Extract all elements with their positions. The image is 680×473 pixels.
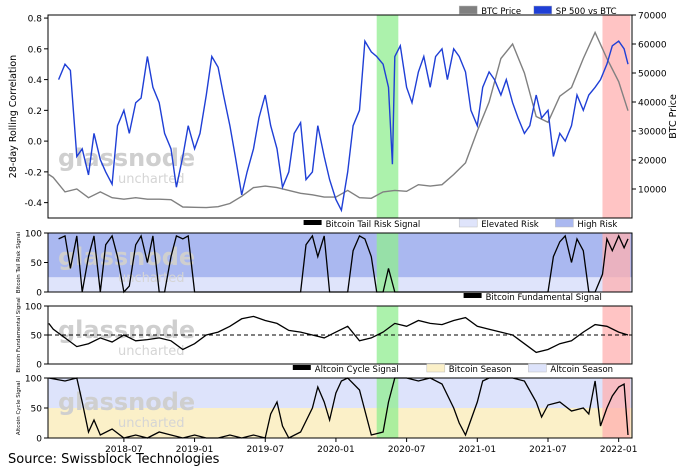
price-y-tick-label: 50000 — [638, 70, 667, 80]
corr-y-tick-label: -0.4 — [24, 199, 42, 209]
signal-y-tick-label: 50 — [31, 405, 43, 415]
price-y-tick-label: 20000 — [638, 157, 667, 167]
legend-label: High Risk — [577, 220, 617, 230]
correlation-axis-label: 28-day Rolling Correlation — [8, 55, 19, 178]
legend-label: Altcoin Season — [550, 365, 613, 375]
signal-y-tick-label: 100 — [25, 303, 42, 313]
legend-label: Bitcoin Season — [449, 365, 512, 375]
legend-swatch — [463, 293, 482, 298]
legend-label: BTC Price — [481, 7, 521, 17]
legend-label: SP 500 vs BTC — [556, 7, 617, 17]
legend-swatch — [292, 365, 311, 370]
legend-label: Elevated Risk — [481, 220, 539, 230]
price-axis-label: BTC Price — [668, 94, 679, 139]
watermark-text: glassnode — [58, 316, 195, 344]
signal-axis-label: Bitcoin Tail Risk Signal — [16, 231, 22, 293]
signal-y-tick-label: 0 — [36, 289, 42, 299]
signal-y-tick-label: 0 — [36, 361, 42, 371]
legend-label: Bitcoin Tail Risk Signal — [326, 220, 421, 230]
watermark-subtext: uncharted — [118, 344, 185, 359]
corr-y-tick-label: 0.0 — [28, 138, 43, 148]
price-y-tick-label: 10000 — [638, 186, 667, 196]
legend-swatch — [528, 363, 547, 373]
corr-y-tick-label: 0.6 — [28, 45, 43, 55]
green-highlight-band — [376, 233, 399, 292]
watermark-text: glassnode — [58, 144, 195, 172]
legend-swatch — [458, 218, 478, 228]
btc-price-line — [48, 30, 629, 209]
x-tick-label: 2019-07 — [246, 445, 284, 455]
green-highlight-band — [376, 15, 399, 218]
corr-y-tick-label: 0.2 — [28, 107, 42, 117]
watermark-text: glassnode — [58, 388, 195, 416]
legend-swatch — [303, 220, 322, 225]
sp500-vs-btc-line — [57, 38, 629, 213]
x-tick-label: 2021-07 — [529, 445, 567, 455]
watermark-subtext: uncharted — [118, 416, 185, 431]
source-label: Source: Swissblock Technologies — [8, 452, 220, 467]
price-y-tick-label: 70000 — [638, 12, 667, 22]
watermark-subtext: uncharted — [118, 172, 185, 187]
legend-swatch — [555, 218, 574, 228]
x-tick-label: 2021-01 — [458, 445, 496, 455]
signal-axis-label: Bitcoin Fundamental Signal — [16, 297, 22, 373]
watermark-text: glassnode — [58, 243, 195, 271]
legend-label: Altcoin Cycle Signal — [315, 365, 399, 375]
price-y-tick-label: 40000 — [638, 99, 667, 109]
x-axis: 2018-07 2019-01 2019-07 2020-01 2020-07 2021-… — [105, 438, 637, 455]
signal-y-tick-label: 100 — [25, 375, 42, 385]
legend-swatch — [458, 5, 478, 15]
panel-frame — [47, 14, 633, 219]
red-highlight-band — [602, 15, 631, 218]
x-tick-label: 2018-07 — [105, 445, 143, 455]
x-tick-label: 2019-01 — [176, 445, 214, 455]
price-y-tick-label: 60000 — [638, 41, 667, 51]
watermark-subtext: uncharted — [118, 271, 185, 286]
signal-y-tick-label: 0 — [36, 435, 42, 445]
x-tick-label: 2022-01 — [600, 445, 638, 455]
signal-line — [48, 315, 629, 354]
corr-y-tick-label: 0.8 — [28, 15, 43, 25]
corr-y-tick-label: -0.2 — [24, 168, 42, 178]
signal-axis-label: Altcoin Cycle Signal — [16, 380, 22, 435]
legend-swatch — [426, 363, 446, 373]
legend-swatch — [533, 5, 553, 15]
signal-y-tick-label: 100 — [25, 230, 42, 240]
corr-y-tick-label: 0.4 — [28, 76, 43, 86]
signal-y-tick-label: 50 — [31, 332, 43, 342]
price-y-tick-label: 30000 — [638, 128, 667, 138]
legend-label: Bitcoin Fundamental Signal — [486, 293, 602, 303]
signal-y-tick-label: 50 — [31, 259, 43, 269]
x-tick-label: 2020-07 — [388, 445, 426, 455]
zone-bitcoin-season — [48, 408, 632, 438]
x-tick-label: 2020-01 — [317, 445, 355, 455]
